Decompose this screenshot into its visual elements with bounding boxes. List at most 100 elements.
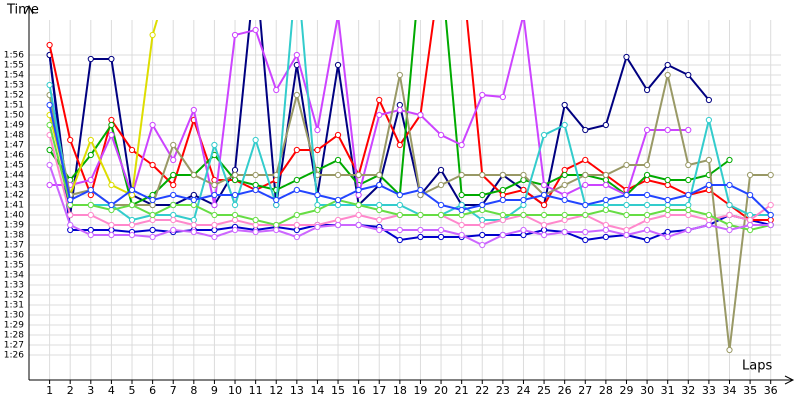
lap-point [767,171,774,179]
lap-point [108,226,115,234]
series-layer [46,20,774,354]
lap-point [664,61,671,69]
x-tick-label: 12 [269,384,283,397]
lap-point [190,216,197,224]
lap-point [108,221,115,229]
lap-point [334,196,342,204]
lap-point [643,161,651,169]
lap-point [582,156,589,164]
x-tick-label: 14 [310,384,324,397]
lap-point [479,221,486,229]
x-axis-label: Laps [742,359,772,374]
lap-point [376,226,383,234]
lap-point [293,211,300,219]
lap-point [540,191,548,199]
lap-point [396,141,403,149]
lap-point [211,191,218,199]
y-tick-label: 1:41 [4,201,24,211]
lap-point [334,171,342,179]
x-tick-label: 28 [599,384,613,397]
lap-point [582,201,589,209]
lap-point [67,136,74,144]
lap-point [561,196,568,204]
lap-point [67,196,74,204]
lap-point [355,221,362,229]
lap-point [458,201,465,209]
lap-point [458,141,465,149]
lap-point [149,201,156,209]
lap-point [149,196,156,204]
lap-point [252,136,259,144]
lap-point [293,51,300,59]
lap-point [458,231,465,239]
lap-point [252,216,259,224]
lap-point [334,61,342,69]
x-tick-label: 19 [413,384,427,397]
y-tick-label: 1:34 [4,271,24,281]
lap-point [520,186,527,194]
y-tick-label: 1:32 [4,291,24,301]
lap-point [108,131,115,139]
lap-point [582,211,589,219]
lap-point [746,211,754,219]
lap-point [293,176,300,184]
lap-point [582,228,589,236]
lap-point [437,211,445,219]
lap-point [746,171,754,179]
lap-point [273,221,280,229]
lap-point [87,231,94,239]
lap-point [561,228,568,236]
lap-point [128,201,136,209]
lap-point [293,233,300,241]
x-tick-label: 27 [578,384,592,397]
lap-point [314,126,321,134]
lap-point [685,191,692,199]
lap-point [334,216,342,224]
lap-point [293,186,300,194]
y-tick-label: 1:49 [4,121,24,131]
lap-point [705,156,712,164]
lap-point [231,226,239,234]
lap-point [376,171,383,179]
lap-point [602,176,609,184]
x-tick-label: 3 [87,384,94,397]
x-tick-label: 15 [331,384,345,397]
lap-point [561,191,568,199]
lap-point [170,201,177,209]
lap-point [334,131,342,139]
lap-point [499,191,506,199]
lap-point [231,216,239,224]
lap-point [211,201,218,209]
lap-point [540,131,548,139]
lap-point [479,91,486,99]
x-tick-label: 22 [475,384,489,397]
lap-point [149,161,156,169]
lap-point [602,196,609,204]
lap-point [437,181,445,189]
lap-point [190,201,197,209]
x-tick-label: 9 [211,384,218,397]
lap-point [664,196,671,204]
lap-point [664,228,671,236]
y-tick-label: 1:35 [4,261,24,271]
lap-point [705,186,712,194]
y-tick-label: 1:27 [4,341,24,351]
lap-point [499,171,506,179]
x-tick-label: 23 [496,384,510,397]
x-tick-label: 36 [764,384,778,397]
lap-point [499,211,506,219]
lap-point [685,206,692,214]
lap-point [746,226,754,234]
lap-point [396,71,403,79]
lap-point [190,196,197,204]
lap-point [252,221,259,229]
lap-point [479,231,486,239]
lap-point [623,226,630,234]
lap-point [437,226,445,234]
y-tick-label: 1:46 [4,151,24,161]
lap-point [417,186,424,194]
lap-point [664,206,671,214]
lap-point [231,171,239,179]
lap-point [664,233,671,241]
lap-point [726,156,733,164]
